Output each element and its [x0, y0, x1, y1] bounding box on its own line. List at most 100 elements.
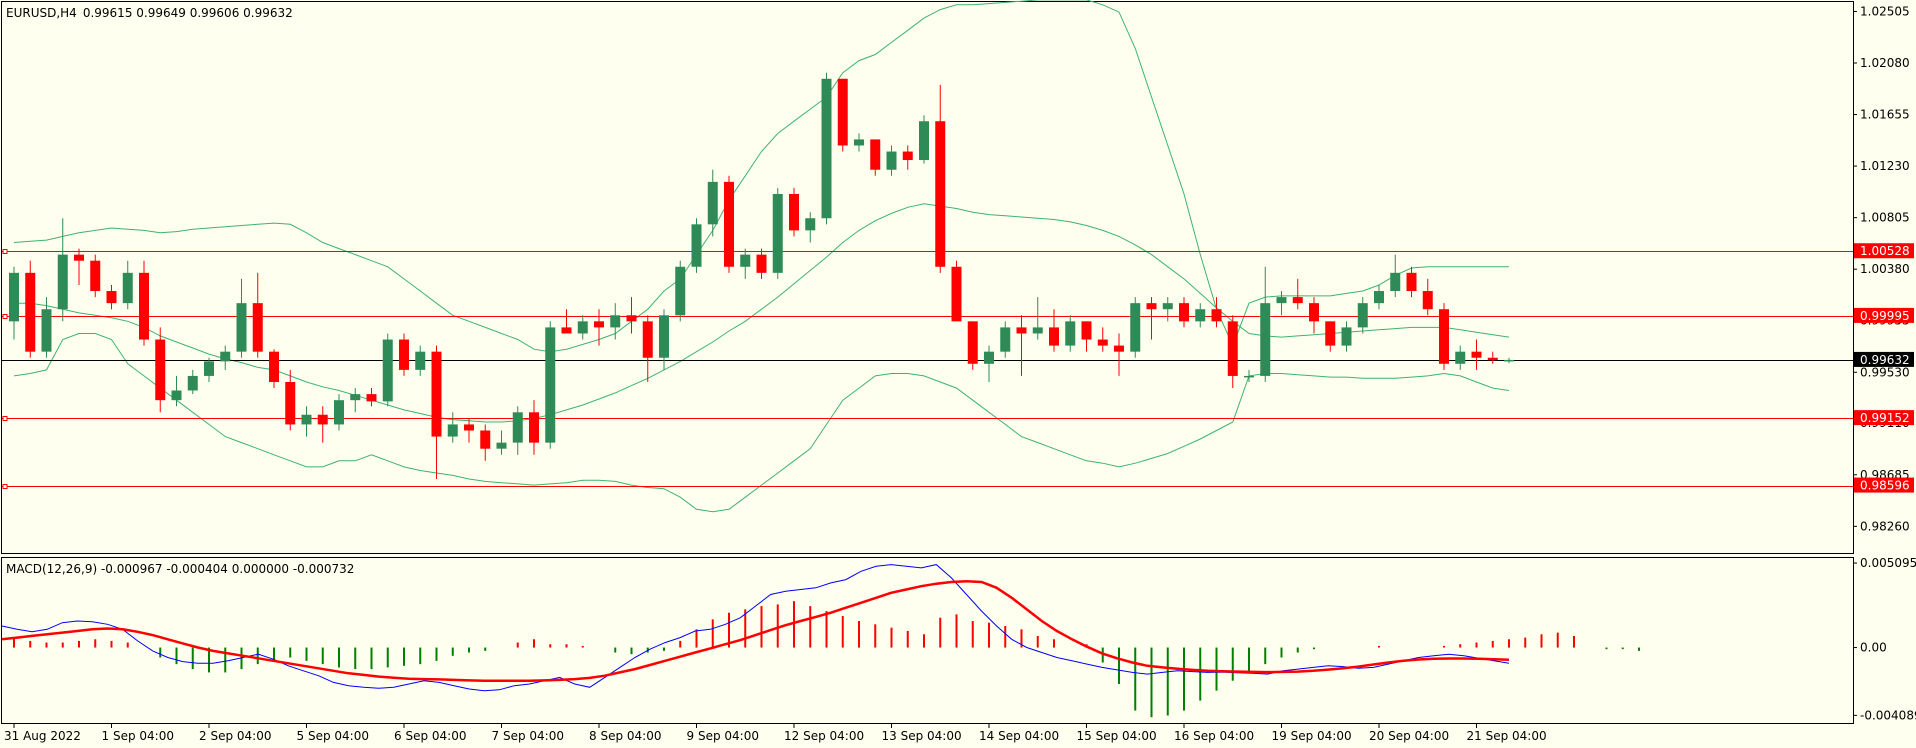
candle-body: [1032, 327, 1043, 334]
candle: [935, 84, 946, 273]
candle-body: [919, 121, 929, 161]
candle-body: [740, 254, 751, 267]
price-tick-label: 0.99530: [1860, 365, 1910, 379]
candle: [1195, 303, 1206, 328]
candle: [854, 133, 864, 152]
candle-body: [529, 412, 539, 443]
candle-body: [1244, 375, 1254, 378]
candle: [187, 369, 198, 395]
macd-lines: [1, 564, 1510, 692]
candle-body: [545, 327, 556, 443]
band-upper-line: [13, 0, 1509, 353]
candle-body: [772, 193, 783, 273]
current-price-tag: [1854, 351, 1914, 367]
macd-tick-label: 0.005095: [1860, 556, 1916, 570]
candle-body: [1406, 272, 1417, 292]
level-price-label: 0.99995: [1860, 309, 1910, 323]
candle-body: [382, 339, 393, 402]
candle-body: [122, 272, 133, 304]
time-tick-label: 8 Sep 04:00: [589, 729, 661, 743]
level-anchor-3: [2, 484, 8, 489]
candle-body: [1309, 303, 1319, 322]
candle: [1292, 278, 1303, 310]
candle-body: [724, 181, 734, 267]
candle-body: [1374, 291, 1384, 304]
level-price-tag: [1854, 477, 1914, 493]
candle-body: [415, 351, 426, 370]
candle: [1455, 345, 1466, 370]
price-tick-label: 1.00380: [1860, 262, 1910, 276]
macd-tick-label: 0.00: [1860, 641, 1887, 655]
candle: [1114, 333, 1124, 376]
candle: [25, 260, 36, 358]
candle: [1130, 297, 1141, 358]
candle-body: [789, 193, 799, 231]
candle-body: [74, 254, 84, 261]
candle-body: [1276, 297, 1287, 304]
level-anchor-0: [2, 249, 8, 254]
candle-body: [837, 78, 848, 146]
candle: [691, 218, 702, 273]
time-tick-label: 2 Sep 04:00: [199, 729, 271, 743]
time-tick-label: 7 Sep 04:00: [492, 729, 564, 743]
candle-body: [1357, 303, 1368, 328]
candle-body: [854, 139, 864, 146]
level-price-label: 0.98596: [1860, 479, 1910, 493]
candle: [415, 345, 426, 376]
time-tick-label: 5 Sep 04:00: [297, 729, 369, 743]
candle-body: [1049, 327, 1059, 346]
candle-body: [1227, 321, 1238, 376]
candle-body: [805, 218, 816, 231]
candle: [870, 139, 881, 176]
candle-body: [659, 315, 669, 358]
candle: [382, 333, 393, 407]
candle-body: [935, 121, 946, 267]
band-lower-line: [13, 333, 1510, 513]
candle: [236, 278, 247, 358]
candle-body: [25, 272, 36, 352]
price-tick-label: 0.98260: [1860, 519, 1910, 533]
candle-body: [464, 424, 474, 431]
candle: [1374, 284, 1384, 310]
bollinger-bands: [13, 0, 1510, 513]
candle-body: [9, 272, 19, 322]
candle-body: [1504, 359, 1514, 362]
candle: [529, 400, 539, 455]
candle: [1341, 321, 1352, 352]
candle-body: [967, 321, 978, 364]
candle: [984, 345, 994, 382]
main-chart-frame: [1, 1, 1854, 554]
level-price-tag: [1854, 410, 1914, 426]
time-tick-label: 1 Sep 04:00: [102, 729, 174, 743]
candle: [90, 254, 101, 298]
time-tick-label: 6 Sep 04:00: [394, 729, 466, 743]
candle: [886, 145, 897, 176]
time-axis: 31 Aug 2022 1 Sep 04:00 2 Sep 04:00 5 Sep 0…: [4, 723, 1547, 743]
symbol-header: EURUSD,H4 0.99615 0.99649 0.99606 0.99632: [6, 6, 293, 20]
candle-body: [1016, 327, 1027, 334]
candle-body: [951, 266, 962, 322]
candle: [951, 260, 962, 322]
candle: [1487, 351, 1498, 364]
candle: [1032, 297, 1043, 340]
candle: [902, 145, 913, 170]
candle: [1406, 266, 1417, 298]
time-tick-label: 31 Aug 2022: [4, 729, 81, 743]
candle-body: [1097, 339, 1108, 346]
candle: [1179, 297, 1189, 328]
candle: [1081, 321, 1092, 352]
candle: [171, 375, 182, 407]
candle: [1146, 297, 1157, 340]
candle: [139, 260, 149, 346]
time-tick-label: 21 Sep 04:00: [1467, 729, 1547, 743]
price-tick-label: 1.02505: [1860, 4, 1910, 18]
candle: [626, 297, 637, 334]
candle-body: [707, 181, 718, 225]
candle: [805, 212, 816, 243]
candle: [1276, 291, 1287, 316]
candle-body: [1487, 357, 1498, 361]
level-anchor-2: [2, 416, 8, 421]
candle: [41, 297, 52, 358]
candle: [1504, 357, 1514, 364]
